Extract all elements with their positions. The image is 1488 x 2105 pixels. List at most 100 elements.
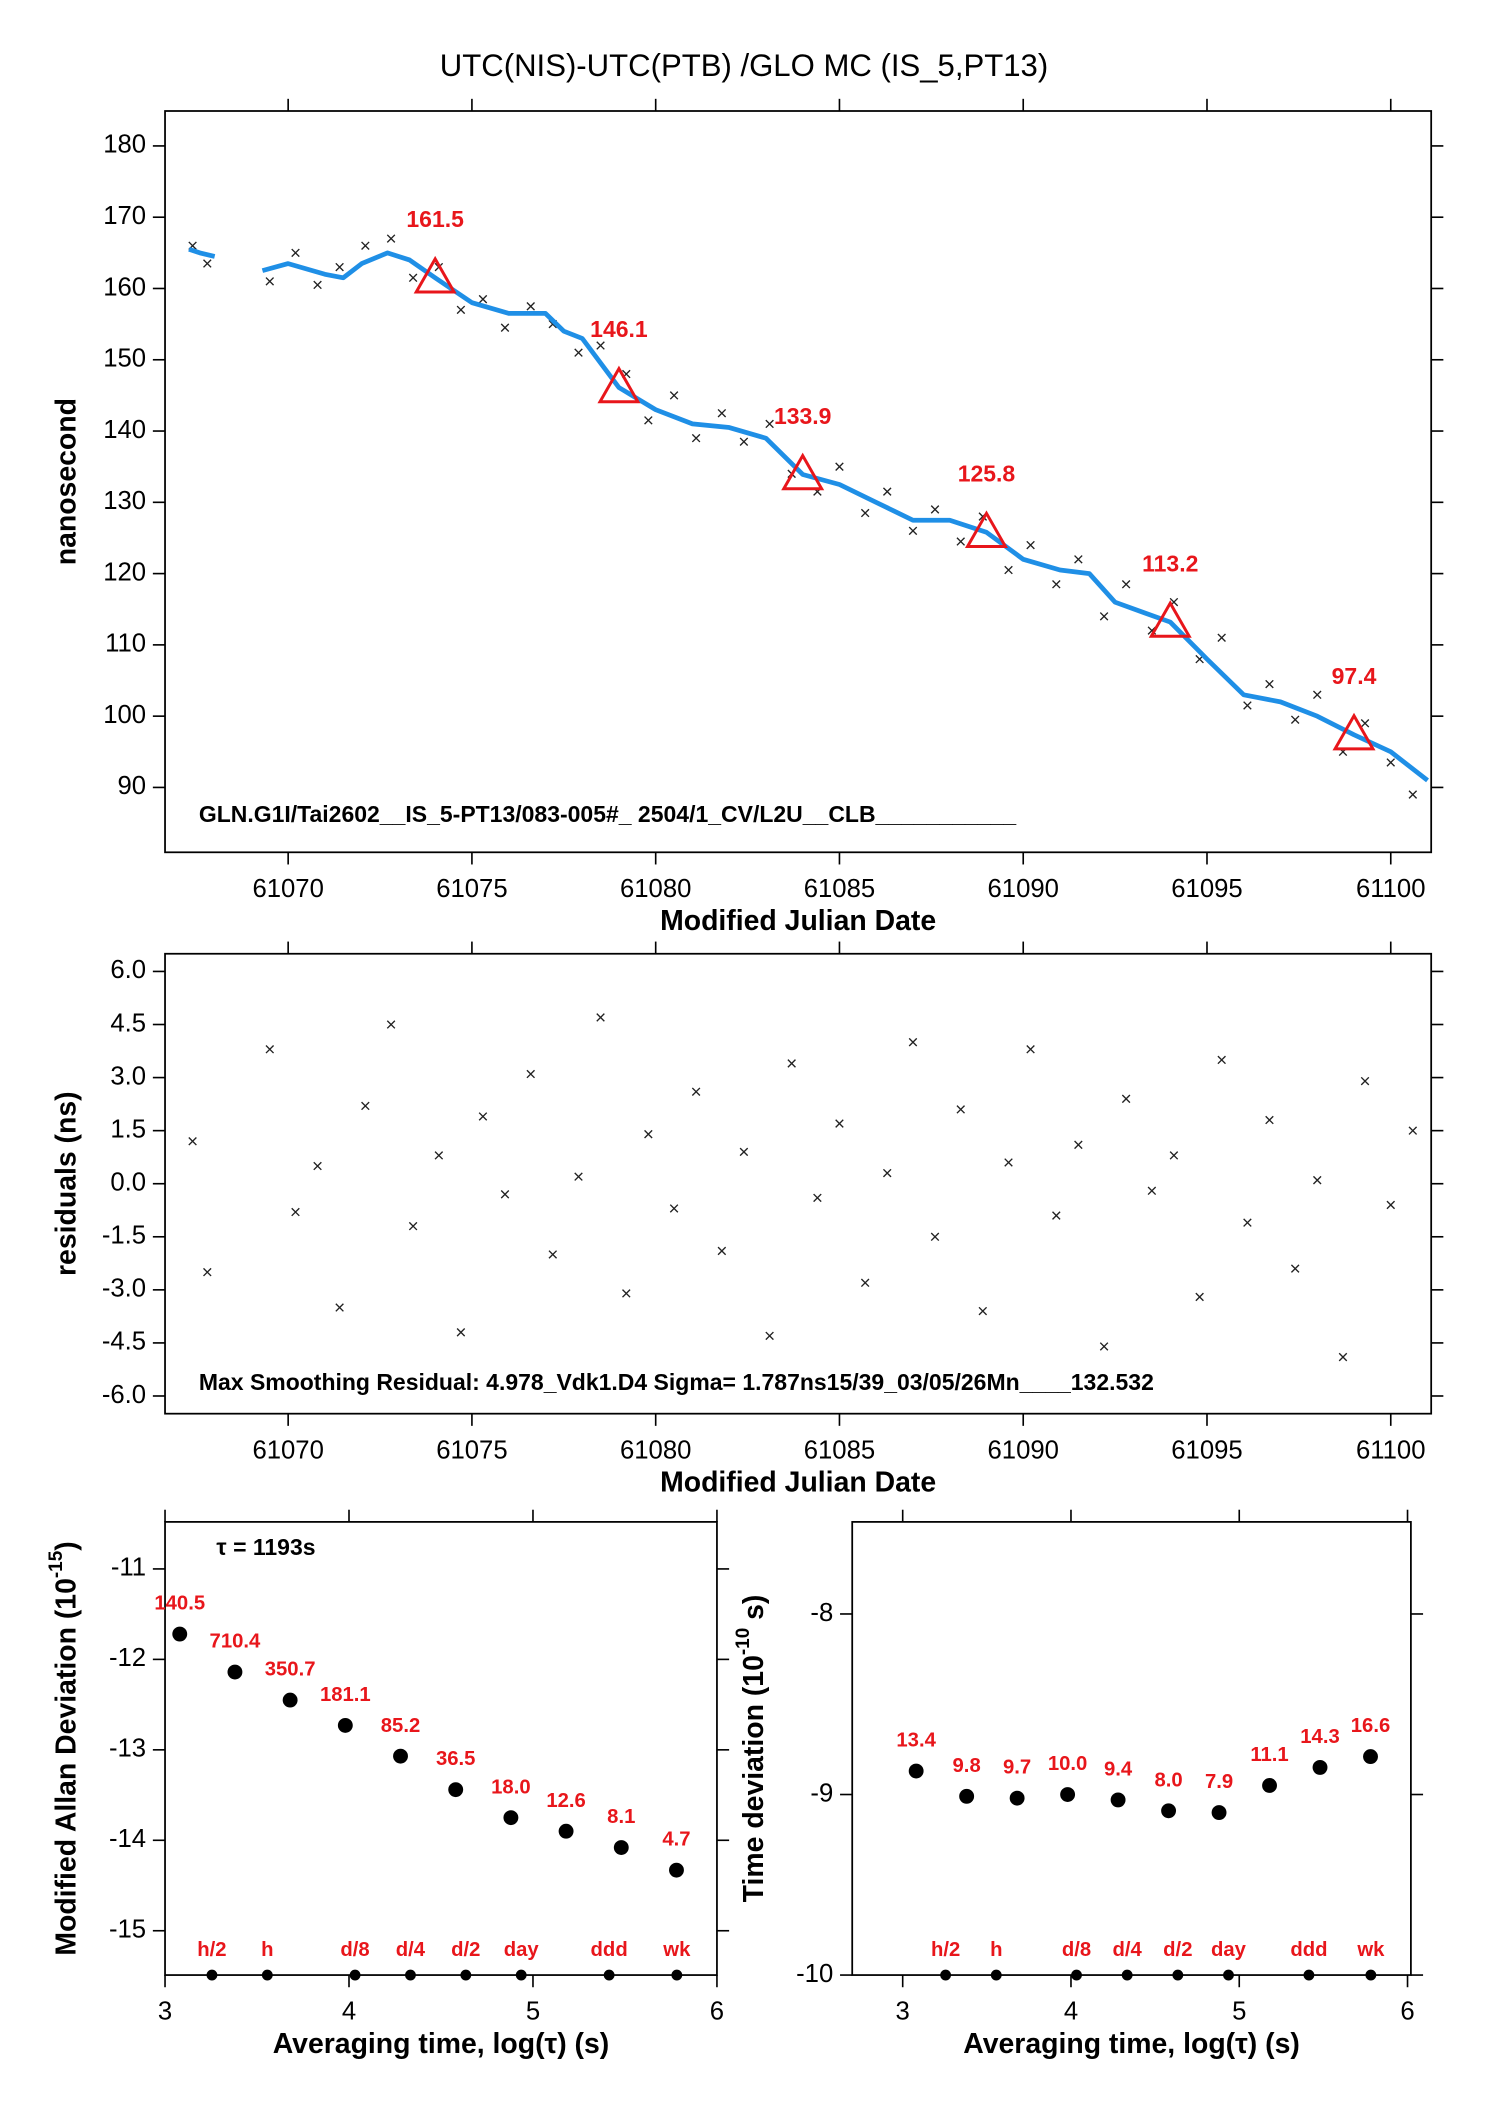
data-point bbox=[386, 1020, 396, 1029]
x-tick-label: 61090 bbox=[988, 875, 1059, 903]
data-point bbox=[1217, 633, 1226, 643]
point-label: 85.2 bbox=[381, 1715, 420, 1737]
data-point bbox=[1211, 1805, 1227, 1821]
data-point bbox=[203, 1267, 212, 1277]
data-point bbox=[313, 1161, 322, 1171]
data-point bbox=[1360, 1076, 1370, 1086]
y-tick-label: -9 bbox=[810, 1779, 833, 1807]
point-label: 36.5 bbox=[436, 1748, 475, 1770]
tau-mark-label: d/8 bbox=[1062, 1939, 1091, 1961]
point-label: 8.1 bbox=[607, 1806, 635, 1828]
data-point bbox=[613, 1840, 629, 1855]
y-tick-label: 100 bbox=[103, 701, 146, 729]
data-point bbox=[1338, 1352, 1348, 1362]
x-tick-label: 61075 bbox=[436, 875, 507, 903]
x-tick-label: 61080 bbox=[620, 875, 691, 903]
x-axis-label: Averaging time, log(τ) (s) bbox=[273, 2028, 610, 2060]
point-label: 8.0 bbox=[1154, 1769, 1182, 1791]
tau-mark bbox=[349, 1969, 361, 1981]
data-point bbox=[669, 1862, 684, 1878]
tau-mark-label: day bbox=[504, 1939, 540, 1961]
data-point bbox=[291, 1207, 300, 1217]
point-label: 140.5 bbox=[154, 1593, 205, 1615]
data-point bbox=[1243, 701, 1252, 710]
data-point bbox=[860, 508, 870, 518]
x-tick-label: 6 bbox=[1400, 1998, 1414, 2026]
point-label: 9.7 bbox=[1003, 1757, 1031, 1779]
data-point bbox=[203, 259, 212, 268]
data-point bbox=[1052, 580, 1061, 589]
data-point bbox=[291, 248, 300, 258]
marker-label: 113.2 bbox=[1142, 550, 1198, 576]
data-point bbox=[1290, 1264, 1300, 1273]
tau-mark bbox=[603, 1969, 615, 1981]
x-tick-label: 5 bbox=[1232, 1998, 1246, 2026]
y-tick-label: 3.0 bbox=[110, 1062, 146, 1090]
y-tick-label: 1.5 bbox=[110, 1115, 146, 1143]
y-tick-label: 110 bbox=[105, 630, 146, 658]
y-axis-label-text: residuals (ns) bbox=[50, 1091, 82, 1276]
y-tick-label: 160 bbox=[103, 273, 146, 301]
y-tick-label: 120 bbox=[103, 558, 146, 586]
tau-mark-label: d/2 bbox=[451, 1939, 480, 1961]
marker-label: 97.4 bbox=[1332, 663, 1377, 689]
data-point bbox=[1195, 1292, 1204, 1302]
y-tick-label: 130 bbox=[103, 487, 146, 515]
data-point bbox=[1099, 612, 1109, 621]
y-axis-label-end: s) bbox=[737, 1595, 769, 1628]
point-label: 12.6 bbox=[546, 1790, 585, 1812]
point-label: 10.0 bbox=[1048, 1753, 1087, 1775]
tau-mark bbox=[206, 1969, 218, 1981]
data-point bbox=[717, 1246, 727, 1256]
tau-mark-label: wk bbox=[1356, 1939, 1385, 1961]
x-tick-label: 4 bbox=[1064, 1998, 1078, 2026]
data-point bbox=[434, 1151, 444, 1160]
tau-mark-label: d/4 bbox=[396, 1939, 426, 1961]
point-label: 9.4 bbox=[1104, 1759, 1133, 1781]
data-point bbox=[908, 1037, 918, 1047]
data-point bbox=[1026, 540, 1035, 550]
y-tick-label: -13 bbox=[109, 1735, 146, 1763]
data-point bbox=[500, 1190, 510, 1199]
point-label: 11.1 bbox=[1250, 1744, 1288, 1766]
y-axis-label: Time deviation (10-10 s) bbox=[733, 1595, 769, 1903]
data-point bbox=[1121, 580, 1131, 589]
data-point bbox=[503, 1810, 519, 1826]
data-point bbox=[1121, 1094, 1131, 1104]
x-tick-label: 61100 bbox=[1356, 1436, 1426, 1464]
data-point bbox=[265, 1045, 275, 1054]
data-point bbox=[337, 1717, 353, 1733]
data-point bbox=[574, 348, 583, 357]
y-axis-label-text: nanosecond bbox=[50, 398, 82, 565]
data-point bbox=[860, 1278, 870, 1288]
y-axis-label-end: ) bbox=[50, 1541, 82, 1550]
data-point bbox=[1386, 758, 1396, 767]
marker-triangle bbox=[781, 452, 825, 491]
point-label: 16.6 bbox=[1351, 1715, 1390, 1737]
tau-mark bbox=[990, 1969, 1002, 1981]
y-tick-label: 4.5 bbox=[110, 1009, 146, 1037]
tau-mark-label: d/8 bbox=[340, 1939, 369, 1961]
tau-mark bbox=[261, 1969, 273, 1981]
data-point bbox=[882, 487, 892, 496]
data-point bbox=[1262, 1778, 1277, 1793]
marker-triangle bbox=[597, 365, 641, 404]
y-tick-label: -1.5 bbox=[102, 1222, 146, 1250]
panel-caption: Max Smoothing Residual: 4.978_Vdk1.D4 Si… bbox=[199, 1369, 1154, 1395]
marker-triangle bbox=[413, 255, 457, 294]
tau-mark-label: h bbox=[990, 1939, 1002, 1961]
point-label: 13.4 bbox=[896, 1730, 936, 1752]
data-point bbox=[596, 1013, 605, 1022]
data-point bbox=[1408, 1126, 1418, 1135]
data-point bbox=[1004, 1158, 1013, 1167]
plot-frame bbox=[164, 110, 1433, 854]
tau-mark bbox=[515, 1969, 527, 1981]
y-tick-label: 180 bbox=[103, 131, 146, 159]
data-point bbox=[956, 537, 966, 546]
marker-triangle bbox=[964, 510, 1008, 548]
data-point bbox=[335, 1303, 344, 1312]
data-point bbox=[526, 1069, 535, 1079]
tau-mark-label: d/4 bbox=[1113, 1939, 1143, 1961]
data-point bbox=[882, 1168, 892, 1178]
point-label: 14.3 bbox=[1300, 1726, 1339, 1748]
